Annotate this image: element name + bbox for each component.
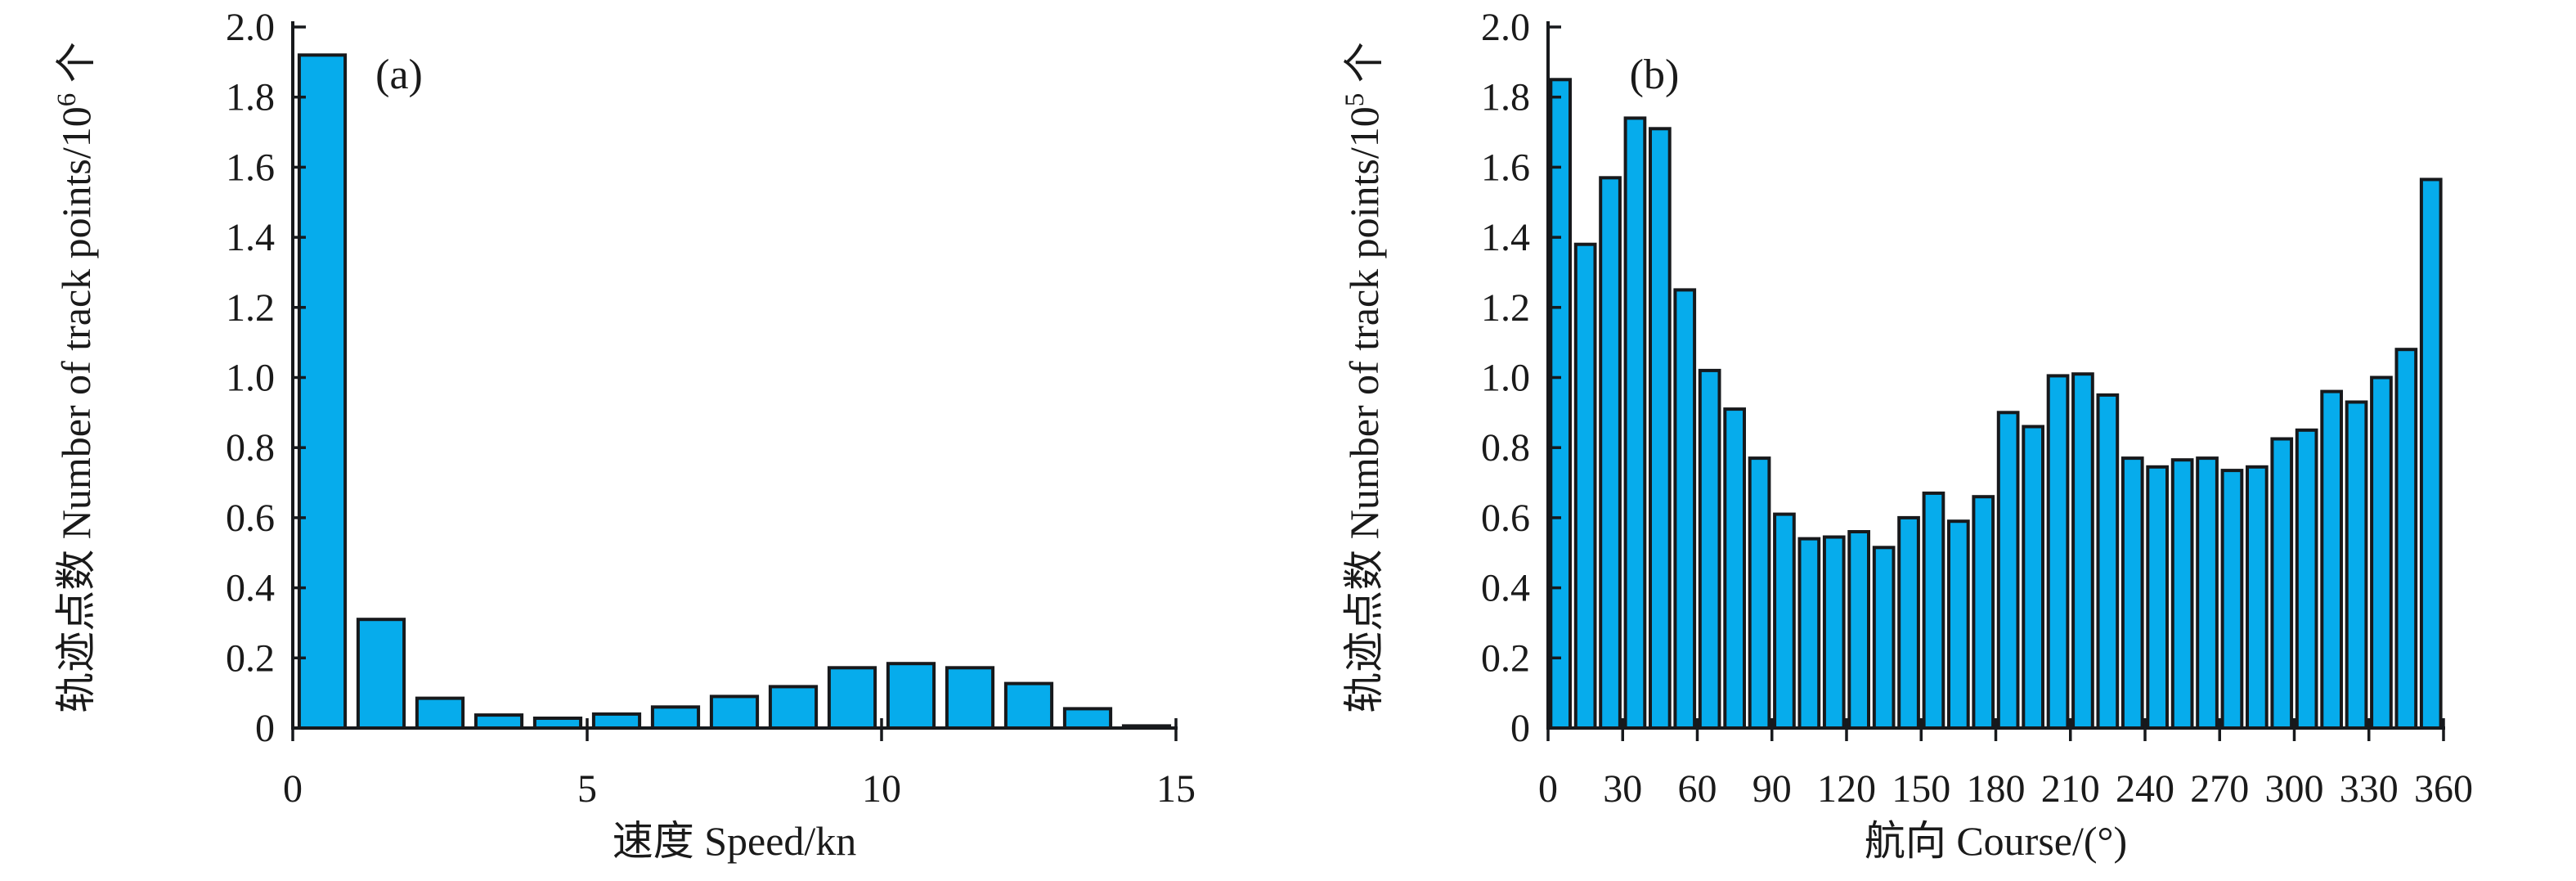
- bar-a-12: [1003, 681, 1054, 730]
- panel-label-b: (b): [1630, 52, 1680, 98]
- bar-a-6: [650, 705, 701, 730]
- y-tick-label: 1.4: [1481, 216, 1530, 259]
- x-tick-label: 270: [2190, 767, 2249, 811]
- bar-b-5: [1673, 288, 1697, 730]
- y-tick-label: 2.0: [226, 6, 275, 49]
- chart-panel-b: 0 0.2 0.4 0.6 0.8 1.0 1.2 1.4 1.6 1.8 2.0 0 30 60 90 12…: [1340, 6, 2473, 864]
- x-tick-label: 60: [1678, 767, 1717, 811]
- bar-a-9: [827, 666, 877, 730]
- y-axis-title-a: 轨迹点数 Number of track points/106 个: [52, 42, 99, 713]
- bar-a-2: [415, 696, 465, 730]
- x-tick-label: 300: [2265, 767, 2324, 811]
- x-tick-label: 120: [1817, 767, 1876, 811]
- y-tick-label: 1.0: [1481, 357, 1530, 400]
- x-tick-label: 5: [577, 767, 597, 811]
- y-tick-label: 0.8: [226, 426, 275, 470]
- bar-a-11: [945, 666, 995, 730]
- y-tick-label: 0.2: [226, 636, 275, 680]
- bar-b-15: [1922, 491, 1945, 730]
- bar-b-29: [2270, 437, 2294, 730]
- x-tick-label: 180: [1967, 767, 2026, 811]
- x-tick-label: 0: [1538, 767, 1558, 811]
- x-axis-title-b: 航向 Course/(°): [1865, 818, 2127, 864]
- x-axis-title-a: 速度 Speed/kn: [613, 818, 857, 864]
- y-tick-label: 0: [255, 707, 275, 750]
- bar-b-7: [1723, 407, 1746, 730]
- bar-b-28: [2246, 465, 2269, 730]
- bar-b-35: [2419, 178, 2443, 730]
- y-tick-label: 1.4: [226, 216, 275, 259]
- bar-b-0: [1549, 78, 1572, 730]
- x-tick-label: 90: [1752, 767, 1792, 811]
- y-tick-label: 0: [1510, 707, 1530, 750]
- bar-b-3: [1623, 116, 1647, 730]
- y-tick-label: 0.6: [1481, 497, 1530, 540]
- y-tick-label: 1.8: [1481, 76, 1530, 119]
- x-tick-label: 0: [283, 767, 303, 811]
- bar-b-16: [1947, 519, 1970, 730]
- bar-b-33: [2370, 375, 2393, 730]
- bar-b-32: [2345, 400, 2368, 730]
- bar-b-31: [2320, 389, 2344, 730]
- y-tick-label: 0.4: [226, 567, 275, 610]
- bar-b-25: [2170, 458, 2194, 730]
- bar-b-2: [1599, 176, 1622, 730]
- bar-b-6: [1698, 368, 1721, 730]
- bar-b-23: [2120, 456, 2144, 730]
- bar-a-3: [473, 713, 524, 730]
- bar-b-20: [2046, 374, 2070, 730]
- bar-b-24: [2146, 465, 2170, 730]
- bar-b-30: [2295, 428, 2318, 730]
- bar-b-4: [1649, 127, 1672, 730]
- y-tick-label: 1.2: [1481, 286, 1530, 330]
- x-tick-label: 15: [1156, 767, 1196, 811]
- bar-b-17: [1972, 495, 1995, 730]
- bar-a-1: [356, 618, 406, 730]
- bar-b-27: [2220, 469, 2244, 730]
- bar-b-1: [1573, 242, 1597, 730]
- panel-label-a: (a): [375, 52, 423, 98]
- bar-b-10: [1797, 537, 1821, 730]
- y-tick-label: 1.8: [226, 76, 275, 119]
- bar-b-9: [1773, 512, 1796, 730]
- y-tick-label: 0.4: [1481, 567, 1530, 610]
- x-tick-label: 330: [2340, 767, 2399, 811]
- bar-b-8: [1748, 456, 1771, 730]
- y-tick-label: 1.6: [226, 146, 275, 189]
- bar-b-18: [1996, 411, 2020, 730]
- x-tick-label: 10: [862, 767, 901, 811]
- bar-b-34: [2394, 348, 2418, 730]
- y-tick-label: 1.6: [1481, 146, 1530, 189]
- bar-a-5: [591, 712, 642, 730]
- x-tick-label: 240: [2116, 767, 2174, 811]
- chart-panel-a: 0 0.2 0.4 0.6 0.8 1.0 1.2 1.4 1.6 1.8 2.0 0 5 10 15 (a)…: [52, 6, 1196, 864]
- y-tick-label: 2.0: [1481, 6, 1530, 49]
- y-tick-label: 0.8: [1481, 426, 1530, 470]
- bar-b-22: [2096, 393, 2120, 730]
- bar-a-13: [1062, 707, 1113, 730]
- x-tick-label: 150: [1892, 767, 1950, 811]
- bar-b-19: [2022, 425, 2044, 730]
- y-tick-label: 1.2: [226, 286, 275, 330]
- bar-b-13: [1872, 546, 1896, 730]
- y-tick-label: 0.6: [226, 497, 275, 540]
- bar-b-14: [1897, 515, 1920, 730]
- bar-a-8: [768, 685, 819, 730]
- bar-a-0: [297, 53, 348, 730]
- bar-b-26: [2196, 456, 2219, 730]
- bar-a-7: [709, 694, 760, 730]
- x-tick-label: 30: [1603, 767, 1642, 811]
- y-tick-label: 1.0: [226, 357, 275, 400]
- bar-b-11: [1822, 535, 1846, 730]
- x-tick-label: 360: [2414, 767, 2473, 811]
- bar-a-10: [886, 662, 936, 730]
- x-tick-label: 210: [2041, 767, 2100, 811]
- y-axis-title-b: 轨迹点数 Number of track points/105 个: [1340, 42, 1387, 713]
- bar-b-21: [2071, 372, 2094, 730]
- y-tick-label: 0.2: [1481, 636, 1530, 680]
- bar-b-12: [1847, 530, 1870, 730]
